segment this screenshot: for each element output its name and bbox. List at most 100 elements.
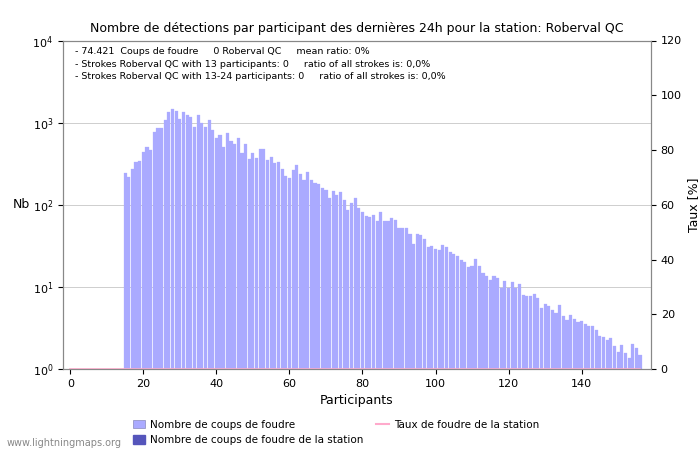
Bar xyxy=(467,267,470,450)
Bar xyxy=(617,352,620,450)
Bar xyxy=(262,149,265,450)
Bar xyxy=(470,266,474,450)
Bar xyxy=(284,176,287,450)
Bar xyxy=(354,198,357,450)
Bar xyxy=(215,138,218,450)
Bar xyxy=(361,212,364,450)
Bar xyxy=(423,239,426,450)
Bar xyxy=(635,348,638,450)
Bar xyxy=(193,127,196,450)
X-axis label: Participants: Participants xyxy=(320,394,394,407)
Bar xyxy=(390,218,393,450)
Bar xyxy=(584,324,587,450)
Text: www.lightningmaps.org: www.lightningmaps.org xyxy=(7,438,122,448)
Bar xyxy=(295,165,298,450)
Bar xyxy=(522,295,525,450)
Bar xyxy=(492,276,496,450)
Bar xyxy=(281,169,284,450)
Bar xyxy=(416,234,419,450)
Bar xyxy=(434,249,437,450)
Bar xyxy=(339,192,342,450)
Bar xyxy=(514,288,517,450)
Bar xyxy=(631,344,634,450)
Bar xyxy=(449,252,452,450)
Bar xyxy=(218,135,222,450)
Bar xyxy=(379,212,382,450)
Bar xyxy=(620,345,623,450)
Bar xyxy=(346,210,349,450)
Bar xyxy=(638,355,642,450)
Bar xyxy=(485,276,488,450)
Bar xyxy=(394,220,397,450)
Bar xyxy=(189,117,192,450)
Bar xyxy=(543,304,547,450)
Bar xyxy=(248,159,251,450)
Bar xyxy=(149,150,152,450)
Bar xyxy=(204,127,207,450)
Bar xyxy=(251,153,255,450)
Bar xyxy=(197,115,199,450)
Bar xyxy=(255,158,258,450)
Bar xyxy=(310,180,313,450)
Bar xyxy=(587,326,591,450)
Bar xyxy=(167,112,171,450)
Bar xyxy=(573,320,576,450)
Bar xyxy=(576,322,580,450)
Bar xyxy=(207,120,211,450)
Bar xyxy=(291,170,295,450)
Bar xyxy=(164,120,167,450)
Bar xyxy=(142,153,145,450)
Bar xyxy=(580,320,583,450)
Bar xyxy=(569,315,572,450)
Bar xyxy=(452,254,455,450)
Bar xyxy=(591,326,594,450)
Bar xyxy=(134,162,138,450)
Y-axis label: Taux [%]: Taux [%] xyxy=(687,177,700,232)
Bar xyxy=(357,208,360,450)
Bar xyxy=(558,306,561,450)
Bar xyxy=(489,279,492,450)
Bar xyxy=(456,256,459,450)
Bar xyxy=(398,229,400,450)
Bar xyxy=(277,162,280,450)
Bar xyxy=(335,195,339,450)
Bar xyxy=(419,235,423,450)
Bar xyxy=(500,288,503,450)
Bar xyxy=(171,109,174,450)
Bar xyxy=(178,119,181,450)
Bar xyxy=(160,127,163,450)
Bar xyxy=(273,163,276,450)
Bar xyxy=(182,112,185,450)
Bar xyxy=(598,336,601,450)
Bar xyxy=(332,191,335,450)
Bar xyxy=(627,358,631,450)
Title: Nombre de détections par participant des dernières 24h pour la station: Roberval: Nombre de détections par participant des… xyxy=(90,22,624,35)
Bar xyxy=(430,246,433,450)
Bar xyxy=(123,173,127,450)
Bar xyxy=(127,176,130,450)
Bar xyxy=(211,130,214,450)
Bar xyxy=(328,198,331,450)
Bar xyxy=(372,216,375,450)
Bar xyxy=(525,296,528,450)
Bar xyxy=(270,157,273,450)
Bar xyxy=(482,273,484,450)
Bar xyxy=(412,244,415,450)
Bar xyxy=(175,111,178,450)
Bar xyxy=(459,260,463,450)
Bar xyxy=(368,217,371,450)
Bar xyxy=(478,266,481,450)
Bar xyxy=(321,188,324,450)
Bar xyxy=(324,190,328,450)
Bar xyxy=(624,353,627,450)
Text: - 74.421  Coups de foudre     0 Roberval QC     mean ratio: 0%
- Strokes Roberva: - 74.421 Coups de foudre 0 Roberval QC m… xyxy=(75,47,445,81)
Bar xyxy=(226,133,229,450)
Bar xyxy=(240,153,244,450)
Bar xyxy=(507,288,510,450)
Bar xyxy=(533,294,536,450)
Bar xyxy=(529,296,532,450)
Bar xyxy=(554,313,558,450)
Bar xyxy=(244,144,247,450)
Bar xyxy=(496,278,499,450)
Bar xyxy=(138,162,141,450)
